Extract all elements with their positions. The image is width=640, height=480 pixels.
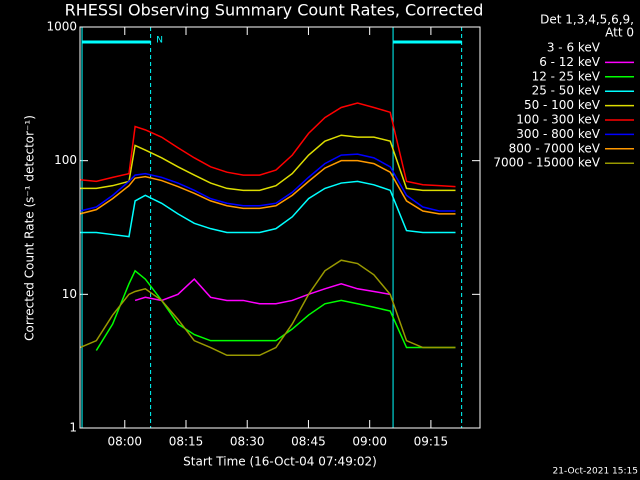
series-line	[112, 318, 391, 419]
y-tick-label: 1	[69, 421, 77, 435]
annotation: N	[156, 36, 163, 46]
plot-frame	[79, 26, 481, 429]
y-tick-label: 1000	[46, 20, 77, 34]
x-tick-label: 09:00	[352, 435, 387, 449]
x-tick-label: 08:30	[230, 435, 265, 449]
series-line	[79, 153, 456, 212]
y-tick-label: 10	[62, 287, 77, 301]
legend-label: 100 - 300 keV	[516, 113, 600, 127]
legend-header: Att 0	[605, 26, 634, 40]
legend-header: Det 1,3,4,5,6,9,	[540, 13, 634, 27]
series-line	[80, 180, 456, 238]
legend-label: 25 - 50 keV	[532, 84, 601, 98]
legend-label: 12 - 25 keV	[532, 69, 601, 83]
x-axis-label: Start Time (16-Oct-04 07:49:02)	[183, 455, 377, 469]
legend-label: 6 - 12 keV	[539, 55, 601, 69]
x-tick-label: 08:00	[107, 435, 142, 449]
y-axis-label: Corrected Count Rate (s⁻¹ detector⁻¹)	[23, 115, 37, 341]
series-line	[134, 278, 391, 305]
chart-title: RHESSI Observing Summary Count Rates, Co…	[65, 1, 484, 20]
legend-label: 50 - 100 keV	[524, 98, 601, 112]
series-line	[79, 102, 456, 188]
legend-label: 7000 - 15000 keV	[493, 156, 600, 170]
series-line	[79, 259, 456, 357]
x-tick-label: 08:15	[169, 435, 204, 449]
legend-label: 300 - 800 keV	[516, 127, 600, 141]
series-line	[80, 134, 456, 192]
legend-label: 800 - 7000 keV	[509, 141, 601, 155]
x-tick-label: 08:45	[291, 435, 326, 449]
y-tick-label: 100	[54, 153, 77, 167]
legend-label: 3 - 6 keV	[547, 41, 601, 55]
series-line	[95, 269, 456, 351]
series-line	[79, 159, 456, 215]
x-tick-label: 09:15	[414, 435, 449, 449]
footer-date: 21-Oct-2021 15:15	[553, 467, 638, 477]
